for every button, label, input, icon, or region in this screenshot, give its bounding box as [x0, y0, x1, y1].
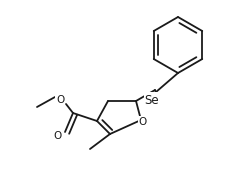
Text: O: O — [138, 117, 146, 127]
Text: O: O — [53, 131, 61, 141]
Text: Se: Se — [144, 94, 159, 106]
Text: O: O — [56, 95, 64, 105]
